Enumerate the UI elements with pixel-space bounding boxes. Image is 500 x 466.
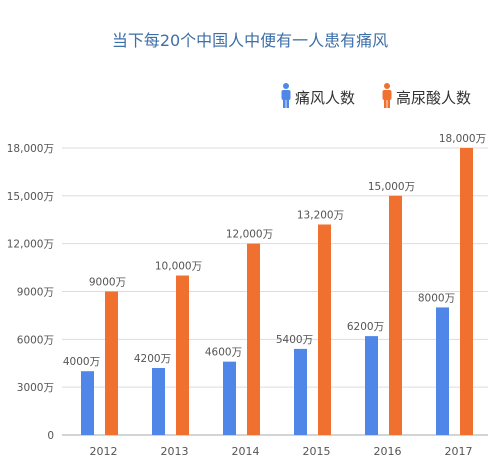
- data-label: 4600万: [205, 347, 242, 359]
- y-axis: 0 3000万 6000万 9000万 12,000万 15,000万 18,000万: [7, 143, 54, 442]
- bar-hyperuricemia: [247, 243, 260, 435]
- x-tick-label: 2014: [232, 445, 260, 458]
- data-label: 13,200万: [297, 209, 344, 221]
- data-label: 4200万: [134, 353, 171, 365]
- grid-lines: [62, 147, 488, 436]
- y-tick-label: 9000万: [17, 286, 54, 298]
- data-label: 15,000万: [368, 181, 415, 193]
- x-tick-label: 2017: [445, 445, 473, 458]
- bar-hyperuricemia: [318, 224, 331, 435]
- legend-label-gout: 痛风人数: [295, 89, 355, 107]
- x-axis: 2012 2013 2014 2015 2016 2017: [90, 445, 473, 458]
- data-label: 12,000万: [226, 229, 273, 241]
- person-icon: [382, 83, 392, 108]
- bar-hyperuricemia: [389, 195, 402, 435]
- y-tick-label: 6000万: [17, 334, 54, 346]
- y-tick-label: 0: [47, 430, 54, 442]
- bar-gout: [152, 368, 165, 435]
- data-label: 5400万: [276, 334, 313, 346]
- bar-gout: [223, 361, 236, 435]
- bars: [81, 147, 473, 435]
- data-label: 4000万: [63, 356, 100, 368]
- y-tick-label: 15,000万: [7, 191, 54, 203]
- data-labels: 4000万 9000万 4200万 10,000万 4600万 12,000万 5400万 1…: [63, 133, 486, 368]
- y-tick-label: 18,000万: [7, 143, 54, 155]
- legend: 痛风人数 高尿酸人数: [281, 83, 471, 108]
- data-label: 8000万: [418, 292, 455, 304]
- data-label: 9000万: [89, 276, 126, 288]
- x-tick-label: 2013: [161, 445, 189, 458]
- bar-gout: [436, 307, 449, 435]
- person-icon: [281, 83, 291, 108]
- data-label: 18,000万: [439, 133, 486, 145]
- bar-gout: [294, 348, 307, 435]
- x-tick-label: 2016: [374, 445, 402, 458]
- x-tick-label: 2015: [303, 445, 331, 458]
- y-tick-label: 3000万: [17, 382, 54, 394]
- x-tick-label: 2012: [90, 445, 118, 458]
- bar-gout: [81, 371, 94, 435]
- y-tick-label: 12,000万: [7, 239, 54, 251]
- legend-label-hyperuricemia: 高尿酸人数: [396, 89, 471, 107]
- data-label: 10,000万: [155, 261, 202, 273]
- bar-gout: [365, 336, 378, 435]
- bar-hyperuricemia: [105, 291, 118, 435]
- chart-title: 当下每20个中国人中便有一人患有痛风: [112, 31, 388, 50]
- bar-hyperuricemia: [460, 147, 473, 435]
- data-label: 6200万: [347, 321, 384, 333]
- bar-hyperuricemia: [176, 275, 189, 435]
